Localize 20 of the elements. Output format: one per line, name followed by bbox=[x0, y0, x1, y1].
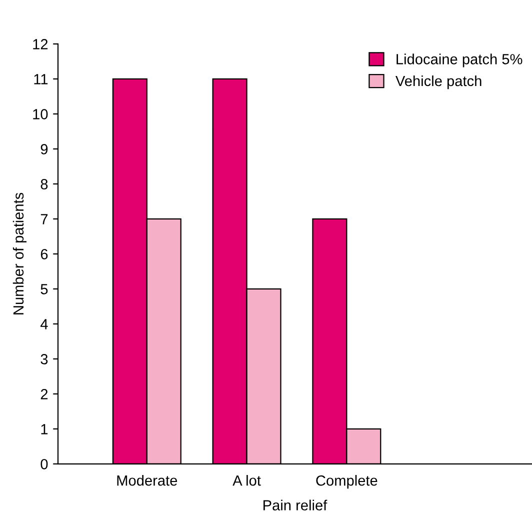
legend-label: Vehicle patch bbox=[396, 75, 482, 90]
x-tick-label: Complete bbox=[316, 475, 378, 489]
y-tick-label: 0 bbox=[40, 459, 48, 470]
legend-label: Lidocaine patch 5% bbox=[396, 54, 522, 68]
x-tick-label: A lot bbox=[232, 475, 261, 486]
y-tick-label: 8 bbox=[40, 179, 48, 190]
y-tick-label: 11 bbox=[34, 74, 48, 84]
y-tick-label: 1 bbox=[41, 424, 48, 434]
y-tick-label: 3 bbox=[40, 354, 48, 364]
x-axis-title: Pain relief bbox=[264, 500, 328, 510]
y-tick-label: 2 bbox=[40, 389, 48, 400]
y-axis-title: Number of patients bbox=[12, 192, 26, 314]
y-tick-label: 10 bbox=[33, 109, 48, 120]
y-tick-label: 6 bbox=[40, 249, 48, 260]
y-tick-label: 4 bbox=[40, 319, 48, 330]
y-tick-label: 5 bbox=[40, 284, 48, 294]
y-tick-label: 9 bbox=[40, 144, 48, 154]
y-tick-label: 12 bbox=[33, 39, 48, 50]
x-tick-label: Moderate bbox=[117, 475, 178, 486]
y-tick-label: 7 bbox=[40, 214, 48, 224]
